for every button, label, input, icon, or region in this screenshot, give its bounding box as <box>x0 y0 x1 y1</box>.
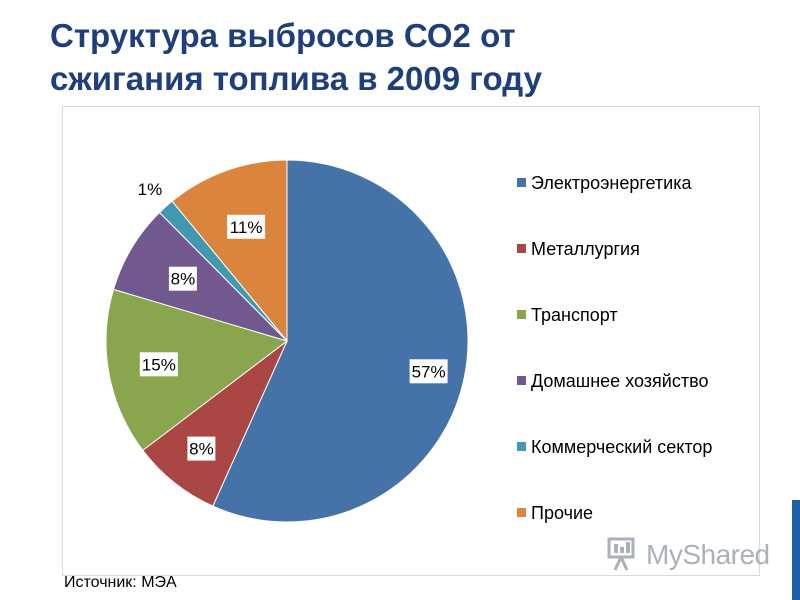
data-label-box-2 <box>139 352 178 377</box>
data-label-4: 1% <box>138 180 163 199</box>
pie-slice-3 <box>112 211 288 342</box>
data-label-2: 15% <box>142 355 176 374</box>
legend-swatch-5 <box>517 508 526 517</box>
data-label-box-5 <box>227 214 266 239</box>
watermark-logo: MyShared <box>606 536 770 576</box>
pie-slice-1 <box>142 340 288 507</box>
legend-label-1: Металлургия <box>531 239 640 259</box>
legend-label-5: Прочие <box>531 503 593 523</box>
slide-title-line2: сжигания топлива в 2009 году <box>50 60 542 97</box>
source-note: Источник: МЭА <box>64 574 177 591</box>
data-label-box-1 <box>187 436 216 461</box>
pie-slice-2 <box>105 288 289 452</box>
slide-title: Структура выбросов СО2 от сжигания топли… <box>50 14 770 100</box>
data-label-box-3 <box>168 266 197 291</box>
data-label-box-0 <box>409 359 448 384</box>
watermark-text: MyShared <box>646 539 770 570</box>
legend-label-2: Транспорт <box>531 305 618 325</box>
data-label-5: 11% <box>230 218 263 237</box>
legend-swatch-4 <box>517 442 526 451</box>
legend-swatch-3 <box>517 376 526 385</box>
data-label-0: 57% <box>412 362 446 381</box>
presentation-icon <box>607 537 635 571</box>
slide-title-line1: Структура выбросов СО2 от <box>50 17 516 54</box>
slide-edge-bar <box>792 500 800 600</box>
legend-label-0: Электроэнергетика <box>531 173 692 193</box>
legend-label-3: Домашнее хозяйство <box>531 371 708 391</box>
pie-slice-0 <box>212 159 469 523</box>
data-label-3: 8% <box>171 270 196 289</box>
legend-swatch-1 <box>517 244 526 253</box>
legend-swatch-2 <box>517 310 526 319</box>
data-label-1: 8% <box>189 440 214 459</box>
pie-slice-5 <box>171 159 288 343</box>
legend-label-4: Коммерческий сектор <box>531 437 712 457</box>
chart-frame <box>62 106 760 576</box>
legend-swatch-0 <box>517 178 526 187</box>
